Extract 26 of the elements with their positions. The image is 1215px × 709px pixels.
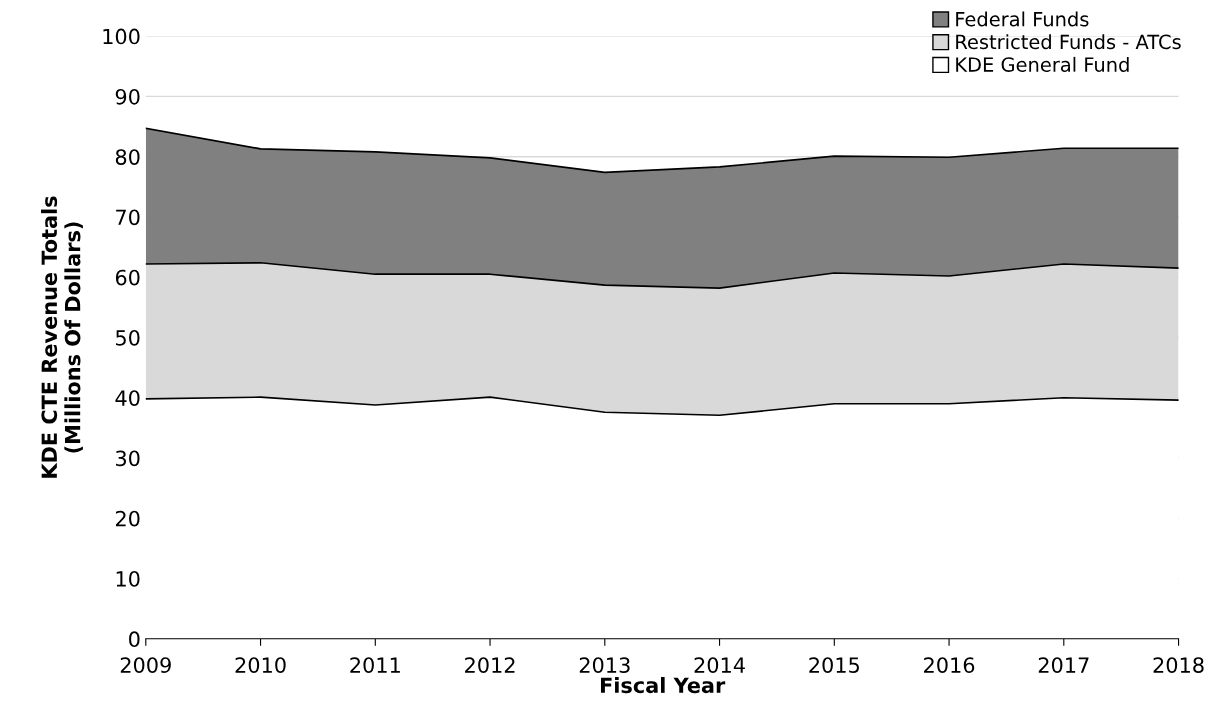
x-tick-label: 2018 <box>1153 657 1204 673</box>
x-tick-label: 2015 <box>809 657 859 673</box>
x-tick-label: 2012 <box>465 657 515 673</box>
y-tick-label: 20 <box>115 510 140 527</box>
y-axis-title: KDE CTE Revenue Totals (Millions Of Dollars) <box>41 196 83 478</box>
y-tick-label: 70 <box>116 209 140 226</box>
x-tick-label: 2009 <box>120 657 171 673</box>
y-tick-label: 40 <box>115 390 140 406</box>
x-tick-label: 2010 <box>235 657 286 673</box>
y-tick-label: 30 <box>116 450 140 467</box>
x-tick-label: 2014 <box>694 657 745 673</box>
y-tick-label: 100 <box>103 28 140 45</box>
x-axis-title: Fiscal Year <box>600 677 726 694</box>
legend-label: KDE General Fund <box>956 56 1129 72</box>
x-tick-label: 2013 <box>579 657 630 673</box>
y-tick-label: 0 <box>129 631 140 648</box>
y-tick-label: 90 <box>115 88 140 105</box>
legend-label: Federal Funds <box>956 11 1089 27</box>
x-tick-label: 2016 <box>924 657 975 673</box>
legend-label: Restricted Funds - ATCs <box>956 34 1181 50</box>
y-tick-label: 50 <box>116 329 140 346</box>
y-tick-label: 60 <box>115 269 140 286</box>
x-tick-label: 2017 <box>1038 657 1089 673</box>
y-tick-label: 10 <box>116 571 140 587</box>
x-tick-label: 2011 <box>350 657 400 673</box>
y-tick-label: 80 <box>115 149 140 165</box>
